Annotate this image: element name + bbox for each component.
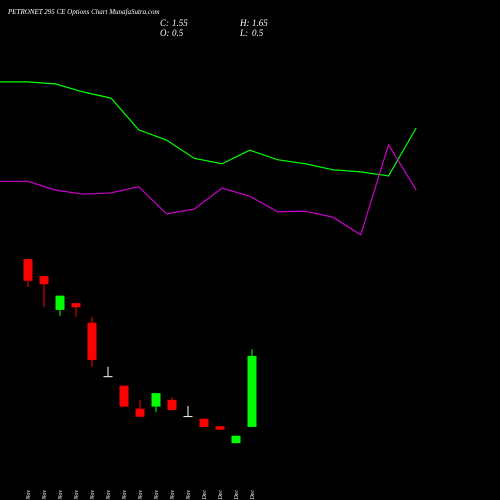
candle-body [119, 385, 129, 407]
candle-body [39, 276, 49, 285]
x-tick-label: 24 Nov [121, 490, 128, 500]
ohlc-label: L: [239, 28, 248, 38]
x-tick-label: 20 Nov [90, 490, 96, 500]
candle-body [23, 259, 33, 281]
x-tick-label: 19 Nov [74, 490, 80, 500]
x-tick-label: 04 Dec [249, 490, 256, 500]
x-tick-label: 14 Nov [25, 490, 32, 500]
x-tick-label: 03 Dec [234, 490, 240, 500]
candle-body [231, 435, 241, 444]
candle-body [135, 408, 145, 417]
x-tick-label: 01 Dec [202, 490, 208, 500]
indicator-line [0, 143, 417, 236]
x-tick-label: 26 Nov [154, 490, 160, 500]
x-tick-label: 02 Dec [218, 490, 224, 500]
candle-body [215, 426, 225, 430]
ohlc-value: 1.55 [172, 18, 188, 28]
candle-body [247, 355, 257, 427]
x-tick-label: 21 Nov [106, 490, 112, 500]
candle-body [167, 399, 177, 411]
candle-body [151, 393, 161, 407]
ohlc-label: C: [160, 18, 169, 28]
x-tick-label: 25 Nov [138, 490, 144, 500]
candle-body [103, 376, 113, 378]
indicator-line [0, 81, 417, 177]
ohlc-value: 0.5 [172, 28, 184, 38]
candle-body [55, 295, 65, 310]
chart-title: PETRONET 295 CE Options Chart MunafaSutr… [7, 8, 160, 16]
x-tick-label: 18 Nov [58, 490, 64, 500]
ohlc-value: 1.65 [252, 18, 268, 28]
candle-body [87, 322, 97, 360]
x-tick-label: 17 Nov [42, 490, 48, 500]
ohlc-value: 0.5 [252, 28, 264, 38]
candle-body [199, 418, 209, 427]
x-tick-label: 28 Nov [186, 490, 192, 500]
candle-body [71, 303, 81, 308]
candle-body [183, 416, 193, 418]
ohlc-label: H: [239, 18, 250, 28]
x-tick-label: 27 Nov [170, 490, 176, 500]
ohlc-label: O: [160, 28, 170, 38]
